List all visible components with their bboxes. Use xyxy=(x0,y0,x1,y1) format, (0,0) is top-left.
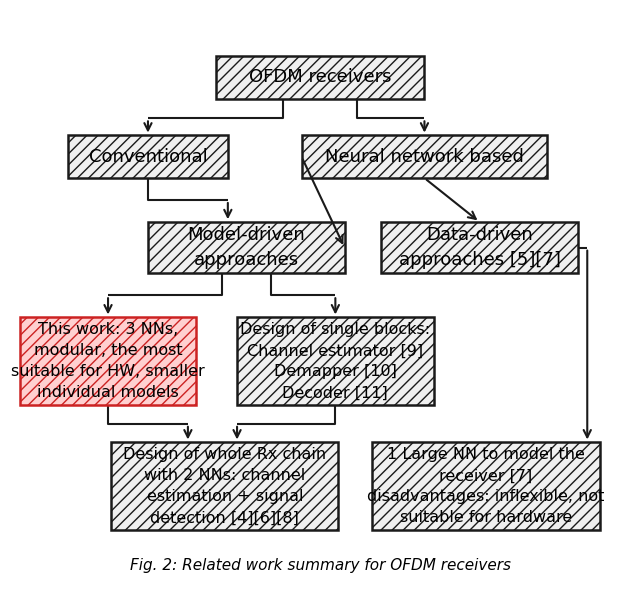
Bar xyxy=(20,317,196,406)
Text: This work: 3 NNs,
modular, the most
suitable for HW, smaller
individual models: This work: 3 NNs, modular, the most suit… xyxy=(11,323,205,400)
Text: Design of whole Rx chain
with 2 NNs: channel
estimation + signal
detection [4][6: Design of whole Rx chain with 2 NNs: cha… xyxy=(124,448,326,525)
Bar xyxy=(68,136,228,178)
Text: Neural network based: Neural network based xyxy=(325,148,524,166)
Bar xyxy=(301,136,547,178)
Bar xyxy=(148,222,344,274)
Text: Fig. 2: Related work summary for OFDM receivers: Fig. 2: Related work summary for OFDM re… xyxy=(129,558,511,574)
Bar xyxy=(372,442,600,530)
Text: Conventional: Conventional xyxy=(88,148,207,166)
Bar xyxy=(111,442,339,530)
Bar xyxy=(237,317,434,406)
Text: 1 Large NN to model the
receiver [7]
disadvantages: inflexible, not
suitable for: 1 Large NN to model the receiver [7] dis… xyxy=(367,448,605,525)
Text: Data-driven
approaches [5][7]: Data-driven approaches [5][7] xyxy=(399,226,561,269)
Text: Design of single blocks:
Channel estimator [9]
Demapper [10]
Decoder [11]: Design of single blocks: Channel estimat… xyxy=(240,323,431,400)
Bar xyxy=(216,56,424,98)
Text: Model-driven
approaches: Model-driven approaches xyxy=(188,226,305,269)
Text: OFDM receivers: OFDM receivers xyxy=(249,68,391,86)
Bar xyxy=(381,222,578,274)
